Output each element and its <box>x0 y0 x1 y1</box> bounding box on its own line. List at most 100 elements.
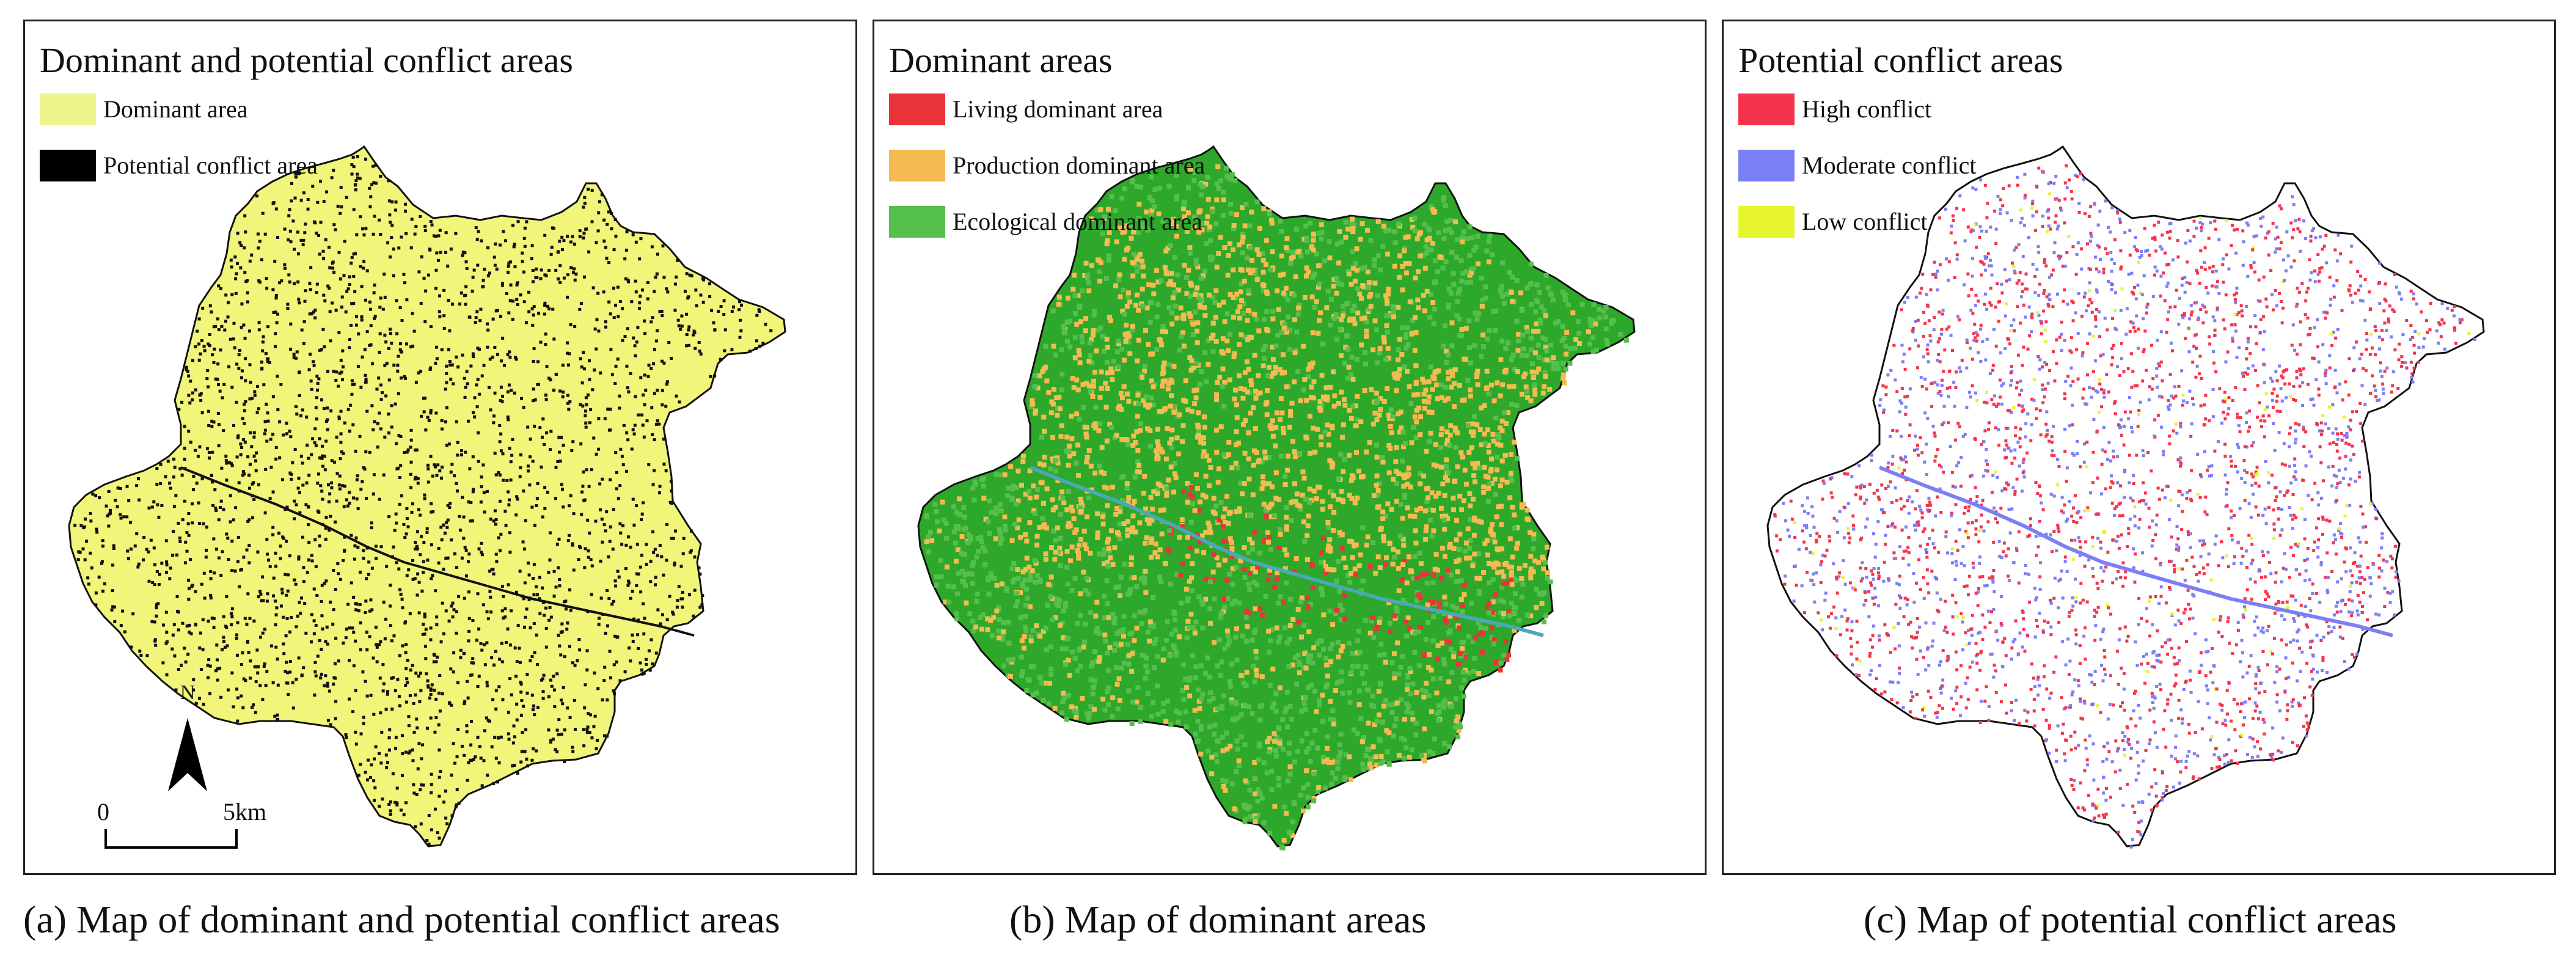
conflict-cell <box>387 378 391 382</box>
conflict-cell <box>235 637 238 640</box>
conflict-cell <box>360 318 364 322</box>
land-use-cell <box>1149 212 1155 218</box>
land-use-cell <box>1507 536 1513 541</box>
land-use-cell <box>1151 282 1156 288</box>
land-use-cell <box>1481 484 1487 489</box>
land-use-cell <box>1212 722 1218 728</box>
land-use-cell <box>1482 403 1487 408</box>
conflict-cell <box>414 225 418 229</box>
conflict-cell <box>483 268 486 271</box>
land-use-cell <box>1244 359 1250 365</box>
conflict-cell <box>440 476 444 480</box>
land-use-cell <box>1049 545 1055 551</box>
land-use-cell <box>1217 302 1222 308</box>
land-use-cell <box>1319 560 1324 565</box>
conflict-cell <box>516 220 520 224</box>
conflict-cell <box>602 679 606 683</box>
land-use-cell <box>1396 357 1401 362</box>
land-use-cell <box>967 611 973 617</box>
conflict-cell <box>217 556 221 560</box>
conflict-cell <box>519 293 522 297</box>
land-use-cell <box>1443 617 1448 622</box>
conflict-cell <box>400 235 403 239</box>
conflict-cell <box>255 648 259 652</box>
conflict-cell <box>500 284 504 287</box>
land-use-cell <box>1435 269 1440 274</box>
conflict-cell <box>300 328 304 332</box>
conflict-cell <box>271 288 275 291</box>
land-use-cell <box>1132 638 1137 643</box>
land-use-cell <box>1373 754 1378 760</box>
conflict-cell <box>218 667 222 670</box>
land-use-cell <box>1315 331 1321 336</box>
land-use-cell <box>1314 709 1319 714</box>
conflict-cell <box>532 563 536 566</box>
conflict-cell <box>524 615 527 619</box>
conflict-cell <box>404 532 408 536</box>
land-use-cell <box>1359 221 1365 227</box>
conflict-cell <box>403 376 407 380</box>
land-use-cell <box>1356 688 1362 694</box>
land-use-cell <box>1095 530 1100 536</box>
land-use-cell <box>1413 315 1418 320</box>
land-use-cell <box>1085 455 1090 460</box>
land-use-cell <box>1188 166 1193 172</box>
land-use-cell <box>1090 394 1096 399</box>
conflict-cell <box>463 546 467 549</box>
land-use-cell <box>1193 664 1199 670</box>
conflict-cell <box>249 381 252 384</box>
conflict-cell <box>296 486 300 490</box>
conflict-cell <box>271 525 275 529</box>
land-use-cell <box>1064 320 1070 325</box>
land-use-cell <box>976 548 981 554</box>
land-use-cell <box>1273 708 1279 714</box>
land-use-cell <box>1242 802 1247 808</box>
conflict-cell <box>348 338 351 342</box>
conflict-cell <box>395 786 399 790</box>
conflict-cell <box>568 716 572 719</box>
land-use-cell <box>1119 196 1125 201</box>
conflict-cell <box>322 407 326 411</box>
conflict-cell <box>339 186 343 189</box>
land-use-cell <box>1397 430 1403 435</box>
land-use-cell <box>1418 481 1423 486</box>
land-use-cell <box>1256 787 1261 793</box>
conflict-cell <box>568 400 572 404</box>
land-use-cell <box>1524 325 1529 331</box>
conflict-cell <box>378 752 381 755</box>
conflict-cell <box>463 700 467 703</box>
conflict-cell <box>381 689 385 693</box>
land-use-cell <box>1250 492 1256 497</box>
conflict-cell <box>510 693 513 697</box>
land-use-cell <box>1171 409 1177 415</box>
land-use-cell <box>1320 646 1326 652</box>
land-use-cell <box>1468 360 1473 365</box>
conflict-cell <box>614 235 618 238</box>
land-use-cell <box>1226 348 1231 353</box>
conflict-cell <box>164 571 168 574</box>
conflict-cell <box>495 267 499 271</box>
conflict-cell <box>271 433 275 436</box>
conflict-cell <box>660 403 664 407</box>
conflict-cell <box>470 289 474 293</box>
land-use-cell <box>956 496 962 502</box>
conflict-cell <box>585 403 588 406</box>
conflict-cell <box>563 760 566 763</box>
conflict-cell <box>532 387 535 391</box>
conflict-cell <box>553 705 557 709</box>
conflict-cell <box>126 557 130 560</box>
land-use-cell <box>1288 260 1293 266</box>
land-use-cell <box>1318 408 1323 413</box>
land-use-cell <box>1061 635 1066 640</box>
land-use-cell <box>1287 764 1293 769</box>
land-use-cell <box>1262 449 1268 455</box>
conflict-cell <box>609 408 612 411</box>
conflict-cell <box>558 584 562 588</box>
conflict-cell <box>518 661 522 664</box>
conflict-cell <box>556 460 560 463</box>
conflict-cell <box>288 670 292 674</box>
conflict-cell <box>192 474 196 478</box>
land-use-cell <box>1360 578 1366 584</box>
land-use-cell <box>1295 607 1301 612</box>
land-use-cell <box>1422 406 1427 411</box>
